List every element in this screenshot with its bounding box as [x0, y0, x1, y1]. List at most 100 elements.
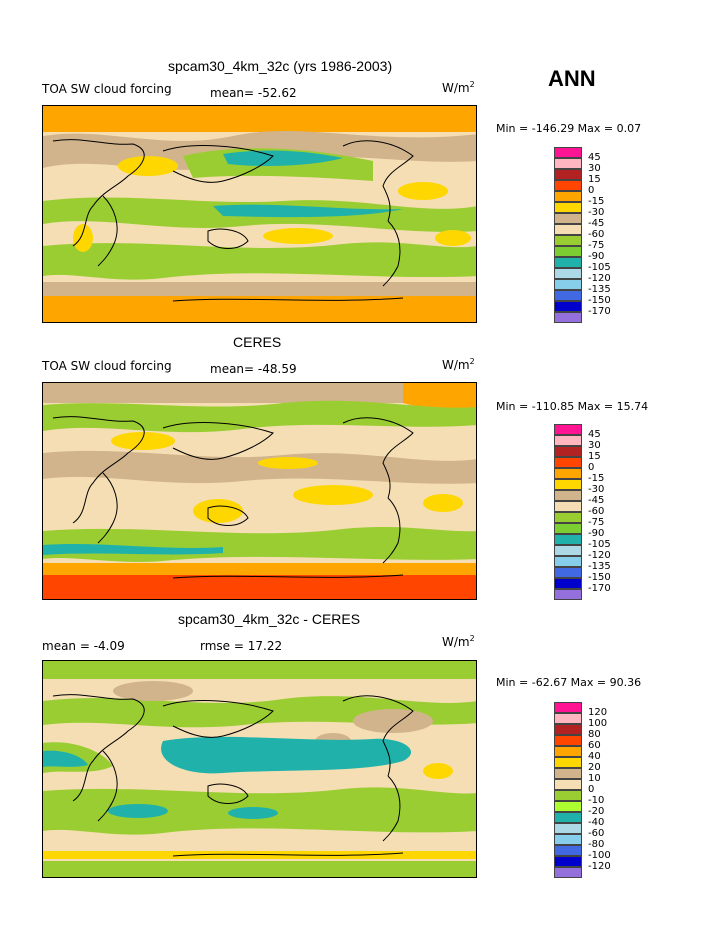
colorbar-swatch [554, 446, 582, 457]
colorbar-swatch [554, 768, 582, 779]
colorbar-level-label: -10 [588, 795, 605, 806]
panel-3-rmse: rmse = 17.22 [200, 639, 283, 653]
colorbar-level-label: -120 [588, 273, 611, 284]
panel-2-minmax: Min = -110.85 Max = 15.74 [496, 400, 649, 413]
colorbar-level-label: -105 [588, 262, 611, 273]
colorbar-swatch [554, 834, 582, 845]
panel-1-map [42, 105, 477, 323]
colorbar-level-label: -60 [588, 828, 605, 839]
colorbar-level-label: -45 [588, 218, 605, 229]
colorbar-swatch [554, 279, 582, 290]
colorbar-swatch [554, 158, 582, 169]
colorbar-level-label: 15 [588, 451, 601, 462]
colorbar-level-label: -80 [588, 839, 605, 850]
colorbar-level-label: 100 [588, 718, 608, 729]
panel-3-map [42, 660, 477, 878]
colorbar-swatch [554, 856, 582, 867]
colorbar-swatch [554, 479, 582, 490]
colorbar-swatch [554, 512, 582, 523]
colorbar-swatch [554, 147, 582, 158]
colorbar-level-label: 30 [588, 163, 601, 174]
colorbar-swatch [554, 713, 582, 724]
colorbar-swatch [554, 213, 582, 224]
panel-2-map [42, 382, 477, 600]
colorbar-level-label: 15 [588, 174, 601, 185]
colorbar-swatch [554, 845, 582, 856]
colorbar-swatch [554, 501, 582, 512]
colorbar-level-label: 80 [588, 729, 601, 740]
colorbar-swatch [554, 556, 582, 567]
colorbar-swatch [554, 180, 582, 191]
colorbar-level-label: -60 [588, 229, 605, 240]
colorbar-swatch [554, 867, 582, 878]
colorbar-level-label: -150 [588, 295, 611, 306]
panel-3-mean: mean = -4.09 [42, 639, 125, 653]
colorbar-level-label: -20 [588, 806, 605, 817]
colorbar-swatch [554, 534, 582, 545]
colorbar-level-label: -15 [588, 196, 605, 207]
colorbar-level-label: 45 [588, 429, 601, 440]
colorbar-level-label: -135 [588, 284, 611, 295]
colorbar-swatch [554, 268, 582, 279]
colorbar-swatch [554, 779, 582, 790]
colorbar-level-label: 0 [588, 185, 595, 196]
panel-1-title: spcam30_4km_32c (yrs 1986-2003) [168, 58, 393, 74]
colorbar-level-label: 40 [588, 751, 601, 762]
colorbar-level-label: 120 [588, 707, 608, 718]
colorbar-level-label: -135 [588, 561, 611, 572]
panel-2-mean: mean= -48.59 [210, 362, 297, 376]
colorbar-level-label: 10 [588, 773, 601, 784]
panel-2-field-label: TOA SW cloud forcing [42, 359, 172, 373]
colorbar-swatch [554, 424, 582, 435]
colorbar-level-label: -40 [588, 817, 605, 828]
colorbar-level-label: -60 [588, 506, 605, 517]
colorbar-swatch [554, 702, 582, 713]
colorbar-level-label: -170 [588, 306, 611, 317]
colorbar-swatch [554, 224, 582, 235]
colorbar-swatch [554, 235, 582, 246]
colorbar-level-label: 0 [588, 462, 595, 473]
panel-1-units: W/m2 [442, 80, 475, 95]
colorbar-swatch [554, 202, 582, 213]
colorbar-level-label: -105 [588, 539, 611, 550]
colorbar-swatch [554, 312, 582, 323]
colorbar-level-label: -15 [588, 473, 605, 484]
colorbar-swatch [554, 801, 582, 812]
colorbar-swatch [554, 523, 582, 534]
colorbar-level-label: -75 [588, 240, 605, 251]
colorbar-level-label: -120 [588, 550, 611, 561]
colorbar-swatch [554, 246, 582, 257]
colorbar-swatch [554, 790, 582, 801]
season-label: ANN [548, 66, 596, 91]
colorbar-level-label: -100 [588, 850, 611, 861]
panel-1-field-label: TOA SW cloud forcing [42, 82, 172, 96]
colorbar-swatch [554, 823, 582, 834]
colorbar-swatch [554, 545, 582, 556]
colorbar-level-label: -170 [588, 583, 611, 594]
colorbar-swatch [554, 490, 582, 501]
colorbar-level-label: 60 [588, 740, 601, 751]
colorbar-level-label: -150 [588, 572, 611, 583]
colorbar-level-label: -120 [588, 861, 611, 872]
colorbar-swatch [554, 757, 582, 768]
colorbar-swatch [554, 191, 582, 202]
panel-1-mean: mean= -52.62 [210, 86, 297, 100]
colorbar-level-label: 0 [588, 784, 595, 795]
colorbar-level-label: -30 [588, 484, 605, 495]
colorbar-level-label: 30 [588, 440, 601, 451]
colorbar-swatch [554, 578, 582, 589]
colorbar-swatch [554, 435, 582, 446]
colorbar-swatch [554, 567, 582, 578]
colorbar-swatch [554, 257, 582, 268]
colorbar-swatch [554, 724, 582, 735]
panel-2-colorbar: 45 30 15 0 -15 -30 -45 -60 -75 -90 -105 -120 -135 -15… [554, 424, 611, 600]
colorbar-swatch [554, 812, 582, 823]
colorbar-level-label: 20 [588, 762, 601, 773]
panel-3-title: spcam30_4km_32c - CERES [178, 611, 361, 627]
colorbar-swatch [554, 301, 582, 312]
colorbar-swatch [554, 468, 582, 479]
colorbar-swatch [554, 290, 582, 301]
panel-1-minmax: Min = -146.29 Max = 0.07 [496, 122, 642, 135]
colorbar-swatch [554, 589, 582, 600]
colorbar-swatch [554, 169, 582, 180]
